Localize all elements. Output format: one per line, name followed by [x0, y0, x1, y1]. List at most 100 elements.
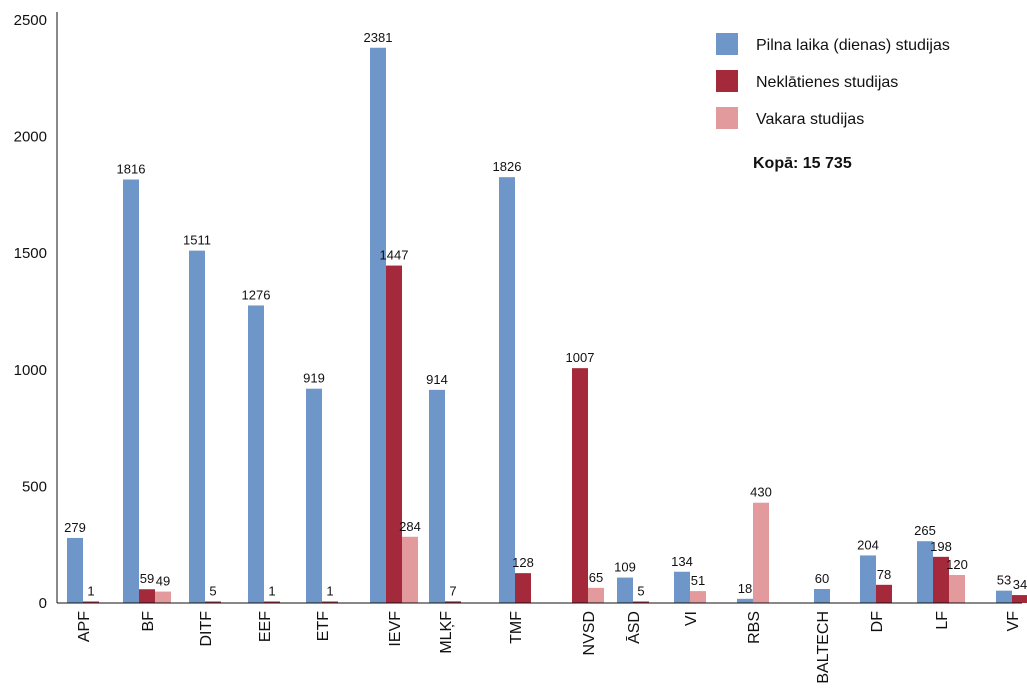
- legend-label: Vakara studijas: [756, 111, 864, 128]
- category-label: LF: [934, 611, 951, 630]
- bar: [83, 601, 99, 603]
- bar: [248, 305, 264, 603]
- data-label: 1: [268, 584, 275, 599]
- legend-label: Neklātienes studijas: [756, 74, 898, 91]
- y-tick-label: 0: [39, 595, 47, 612]
- y-axis-ticks: 0 500 1000 1500 2000 2500: [14, 12, 47, 612]
- bar: [402, 536, 418, 603]
- bar: [860, 555, 876, 603]
- bars: [67, 47, 1027, 604]
- y-tick-label: 1000: [14, 362, 47, 379]
- y-tick-label: 2000: [14, 129, 47, 146]
- bar: [264, 601, 280, 603]
- bar: [189, 250, 205, 603]
- bar: [917, 541, 933, 603]
- data-label: 18: [738, 581, 752, 596]
- data-label: 2381: [364, 30, 393, 45]
- total-label: Kopā: 15 735: [753, 155, 852, 172]
- bar: [753, 502, 769, 603]
- data-label: 134: [671, 554, 693, 569]
- bar: [690, 591, 706, 603]
- data-label: 34: [1013, 577, 1027, 592]
- bar: [322, 601, 338, 603]
- data-label: 5: [637, 584, 644, 599]
- legend-label: Pilna laika (dienas) studijas: [756, 37, 950, 54]
- category-label: VF: [1005, 611, 1022, 632]
- data-label: 60: [815, 571, 829, 586]
- data-label: 5: [209, 584, 216, 599]
- bar: [205, 601, 221, 603]
- data-label: 1007: [566, 350, 595, 365]
- data-label: 1: [326, 584, 333, 599]
- category-label: MLĶF: [438, 611, 455, 654]
- data-label: 51: [691, 573, 705, 588]
- data-label: 53: [997, 573, 1011, 588]
- data-label: 78: [877, 567, 891, 582]
- bar: [370, 47, 386, 604]
- data-label: 65: [589, 570, 603, 585]
- category-label: EEF: [257, 611, 274, 642]
- data-label: 265: [914, 523, 936, 538]
- bar: [429, 389, 445, 603]
- bar: [949, 575, 965, 603]
- category-label: VI: [683, 611, 700, 626]
- category-labels: APF BF DITF EEF ETF IEVF MLĶF TMF NVSD ĀSD VI RBS BA…: [76, 611, 1022, 684]
- bar: [617, 577, 633, 603]
- category-label: ETF: [315, 611, 332, 641]
- data-label: 59: [140, 571, 154, 586]
- data-label: 109: [614, 560, 636, 575]
- category-label: NVSD: [581, 611, 598, 655]
- legend-swatch: [716, 70, 738, 92]
- bar: [737, 598, 753, 603]
- bar: [386, 265, 402, 603]
- bar: [515, 573, 531, 603]
- legend: Pilna laika (dienas) studijas Neklātienes…: [716, 33, 950, 129]
- data-label: 128: [512, 555, 534, 570]
- data-label: 1: [87, 584, 94, 599]
- data-label: 914: [426, 372, 448, 387]
- bar: [306, 388, 322, 603]
- category-label: APF: [76, 611, 93, 642]
- bar: [933, 556, 949, 603]
- data-label: 1511: [183, 233, 211, 248]
- y-tick-label: 2500: [14, 12, 47, 29]
- category-label: IEVF: [387, 611, 404, 647]
- data-label: 1447: [380, 248, 409, 263]
- data-label: 7: [449, 583, 456, 598]
- bar: [588, 587, 604, 603]
- data-label: 198: [930, 539, 952, 554]
- bar: [572, 368, 588, 603]
- data-label: 279: [64, 520, 86, 535]
- bar: [814, 589, 830, 603]
- bar: [445, 601, 461, 603]
- bar: [633, 601, 649, 603]
- bar: [499, 177, 515, 603]
- bar: [139, 589, 155, 603]
- data-label: 284: [399, 519, 421, 534]
- bar: [67, 537, 83, 603]
- data-label: 1826: [493, 159, 522, 174]
- bar: [155, 591, 171, 603]
- data-label: 430: [750, 485, 772, 500]
- bar: [674, 571, 690, 603]
- category-label: ĀSD: [625, 611, 643, 644]
- bar: [123, 179, 139, 604]
- category-label: BF: [140, 611, 157, 632]
- y-tick-label: 1500: [14, 245, 47, 262]
- bar: [876, 584, 892, 603]
- category-label: TMF: [508, 611, 525, 644]
- data-labels: 279 1 1816 59 49 1511 5 1276 1 919 1 2381 1447 284 914…: [64, 30, 1027, 599]
- y-tick-label: 500: [22, 478, 47, 495]
- category-label: DF: [869, 611, 886, 633]
- legend-swatch: [716, 33, 738, 55]
- data-label: 204: [857, 537, 879, 552]
- data-label: 1276: [242, 287, 271, 302]
- category-label: DITF: [198, 611, 215, 647]
- category-label: BALTECH: [815, 611, 832, 684]
- category-label: RBS: [746, 611, 763, 644]
- data-label: 120: [946, 557, 968, 572]
- data-label: 49: [156, 574, 170, 589]
- legend-swatch: [716, 107, 738, 129]
- bar: [1012, 595, 1027, 603]
